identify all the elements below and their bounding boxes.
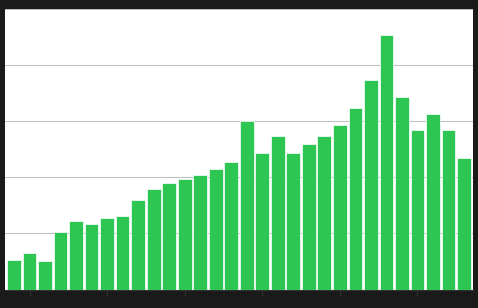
Bar <box>348 108 362 290</box>
Bar <box>380 35 393 290</box>
Bar <box>100 218 114 290</box>
Bar <box>209 169 223 290</box>
Bar <box>147 188 161 290</box>
Bar <box>163 183 176 290</box>
Bar <box>116 216 130 290</box>
Bar <box>395 97 409 290</box>
Bar <box>7 260 21 290</box>
Bar <box>23 253 36 290</box>
Bar <box>333 125 347 290</box>
Bar <box>426 114 440 290</box>
Bar <box>286 153 300 290</box>
Bar <box>194 175 207 290</box>
Bar <box>54 232 67 290</box>
Bar <box>457 158 471 290</box>
Bar <box>85 225 98 290</box>
Bar <box>271 136 284 290</box>
Bar <box>178 179 192 290</box>
Bar <box>302 144 315 290</box>
Bar <box>411 130 424 290</box>
Bar <box>255 153 269 290</box>
Bar <box>224 162 238 290</box>
Bar <box>38 261 52 290</box>
Bar <box>131 200 145 290</box>
Bar <box>317 136 331 290</box>
Bar <box>364 80 378 290</box>
Bar <box>240 121 254 290</box>
Bar <box>442 130 455 290</box>
Bar <box>69 221 83 290</box>
